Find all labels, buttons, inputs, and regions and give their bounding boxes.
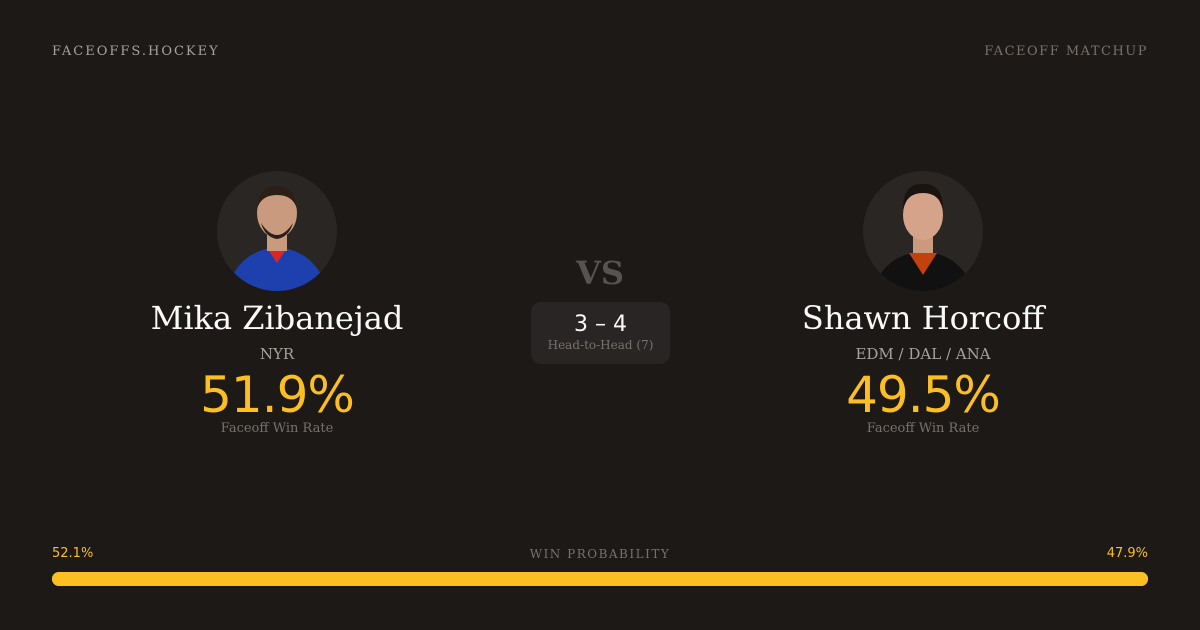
- player-photo-icon: [227, 185, 327, 291]
- win-probability-title: WIN PROBABILITY: [529, 547, 671, 561]
- win-probability-right: 47.9%: [1106, 546, 1148, 561]
- win-probability-left-segment: [52, 572, 624, 586]
- head-to-head-label: Head-to-Head (7): [547, 338, 654, 352]
- player-card-right: Shawn Horcoff EDM / DAL / ANA 49.5% Face…: [723, 171, 1123, 436]
- faceoff-win-rate: 51.9%: [200, 366, 355, 424]
- faceoff-win-rate-label: Faceoff Win Rate: [220, 421, 334, 436]
- brand-logo-text[interactable]: FACEOFFS.HOCKEY: [52, 44, 220, 59]
- win-probability-left: 52.1%: [52, 546, 94, 561]
- head-to-head-box: 3 – 4 Head-to-Head (7): [531, 302, 670, 364]
- win-probability-right-segment: [623, 572, 1148, 586]
- player-name[interactable]: Shawn Horcoff: [801, 299, 1045, 337]
- head-to-head-score: 3 – 4: [574, 312, 627, 337]
- player-name[interactable]: Mika Zibanejad: [150, 299, 404, 337]
- player-team: EDM / DAL / ANA: [855, 345, 991, 363]
- player-avatar: [217, 171, 337, 291]
- player-card-left: Mika Zibanejad NYR 51.9% Faceoff Win Rat…: [77, 171, 477, 436]
- faceoff-win-rate: 49.5%: [846, 366, 1001, 424]
- faceoff-win-rate-label: Faceoff Win Rate: [866, 421, 980, 436]
- player-avatar: [863, 171, 983, 291]
- win-probability-bar: [52, 572, 1148, 586]
- player-photo-icon: [873, 183, 973, 291]
- vs-label: VS: [576, 254, 624, 292]
- player-team: NYR: [259, 345, 295, 363]
- page-section-label: FACEOFF MATCHUP: [984, 44, 1148, 59]
